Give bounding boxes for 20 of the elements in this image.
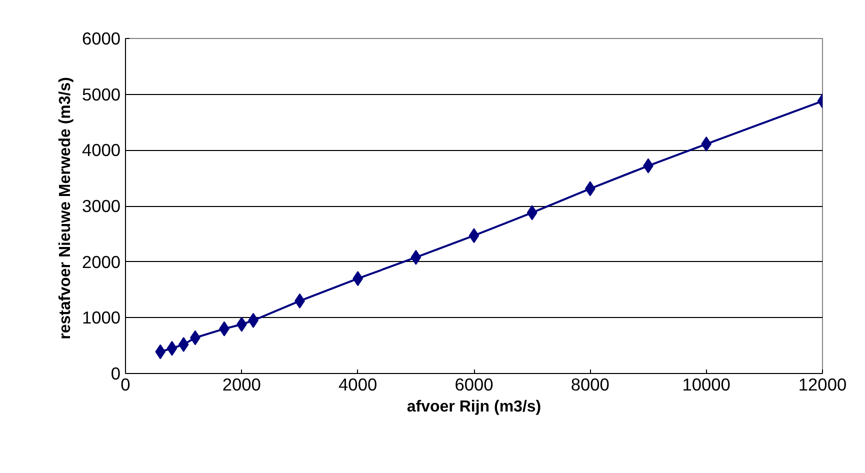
point bbox=[178, 336, 189, 352]
y-tick-label: 6000 bbox=[82, 28, 121, 48]
x-tick-label: 8000 bbox=[570, 374, 610, 394]
point bbox=[155, 344, 166, 360]
x-tick-label: 12000 bbox=[798, 374, 847, 394]
y-tick-label: 4000 bbox=[82, 140, 121, 160]
point bbox=[468, 228, 480, 244]
y-tick-label: 5000 bbox=[82, 84, 121, 104]
x-tick-label: 2000 bbox=[222, 374, 261, 394]
y-axis-title: restafvoer Nieuwe Merwede (m3/s) bbox=[56, 77, 74, 340]
y-tick-label: 2000 bbox=[82, 252, 121, 272]
x-axis-title: afvoer Rijn (m3/s) bbox=[406, 398, 542, 416]
point bbox=[410, 250, 422, 265]
x-tick-label: 4000 bbox=[338, 374, 378, 394]
x-tick-label: 10000 bbox=[682, 374, 730, 394]
x-tick-label: 6000 bbox=[454, 374, 494, 394]
point bbox=[526, 205, 538, 220]
y-tick-label: 1000 bbox=[82, 308, 121, 328]
point bbox=[166, 340, 178, 356]
y-tick-label: 3000 bbox=[82, 196, 121, 216]
